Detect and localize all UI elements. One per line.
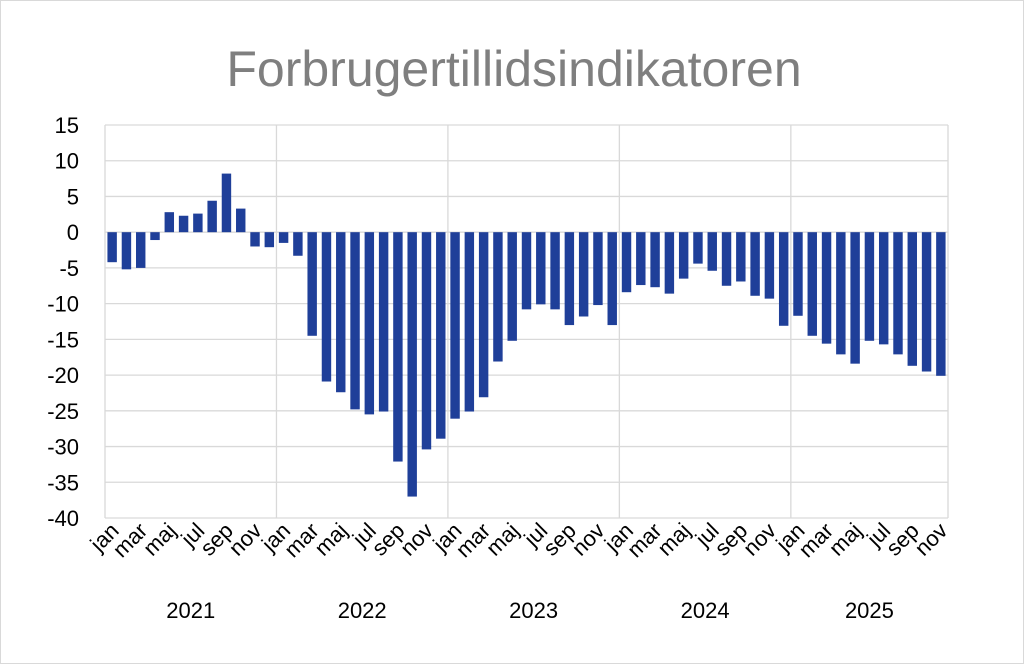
year-label: 2024 [681,598,730,623]
bar: okt 2022: -37 [407,232,417,497]
bar: sep 2025: -18.7 [907,232,917,366]
y-tick-label: 0 [67,220,79,245]
bar: feb 2025: -14.5 [807,232,817,336]
bar: mar 2023: -23.1 [478,232,489,398]
year-label: 2021 [166,598,215,623]
bar: apr 2025: -17.1 [836,232,846,355]
x-tick-label: maj [824,518,867,561]
bar: maj 2022: -22.4 [336,232,346,393]
bar: jul 2024: -5.4 [707,232,717,271]
year-label: 2023 [509,598,558,623]
y-tick-label: -35 [47,470,79,495]
y-tick-label: 15 [55,113,79,138]
bars-layer: jan 2021: -4.2 feb 2021: -5.2 mar 2021: -5… [107,173,946,497]
bar: mar 2022: -14.5 [307,232,317,336]
bar: jun 2022: -24.8 [350,232,360,410]
y-tick-label: -30 [47,435,79,460]
x-tick-label: maj [138,518,181,561]
bar: jul 2023: -10.1 [536,232,546,305]
bar: nov 2025: -20.1 [936,232,946,376]
bar: jan 2024: -8.4 [621,232,632,293]
bar: sep 2021: 8.2 [221,173,232,233]
bar: aug 2022: -25.1 [378,232,389,412]
bar: apr 2022: -20.9 [321,232,332,382]
bar: dec 2022: -28.9 [436,232,446,439]
bar: maj 2024: -6.5 [678,232,689,279]
bar: dec 2021: -2.1 [264,232,275,248]
bar: mar 2021: -5 [136,232,146,268]
bar: jun 2023: -10.8 [521,232,532,310]
y-tick-label: -40 [47,506,79,531]
bar: jun 2021: 2.3 [178,215,189,233]
year-label: 2022 [338,598,387,623]
bar: aug 2024: -7.5 [721,232,732,286]
bar: sep 2022: -32.1 [393,232,403,462]
y-tick-label: -10 [47,292,79,317]
bar: jul 2021: 2.6 [193,213,203,233]
bar: mar 2025: -15.6 [821,232,832,344]
x-tick-label: maj [481,518,524,561]
grid-layer [104,124,949,519]
bar: jul 2022: -25.5 [364,232,375,415]
y-tick-label: 5 [67,184,79,209]
x-tick-label: nov [910,518,953,561]
bar: dec 2024: -13.1 [778,232,789,326]
year-label: 2025 [845,598,894,623]
x-tick-label: maj [310,518,353,561]
y-tick-label: -25 [47,399,79,424]
bar: nov 2022: -30.4 [421,232,432,450]
bar: jan 2021: -4.2 [107,232,117,263]
bar: aug 2025: -17.1 [893,232,903,355]
bar: jan 2025: -11.7 [793,232,803,316]
bar: jan 2023: -26.1 [450,232,460,419]
bar: feb 2023: -25.1 [464,232,475,412]
bar: okt 2021: 3.3 [236,208,246,233]
bar: okt 2023: -11.8 [578,232,589,317]
chart-title: Forbrugertillidsindikatoren [226,41,801,97]
bar: jun 2025: -15.2 [864,232,875,341]
bar: maj 2021: 2.8 [164,212,175,233]
bar: nov 2023: -10.2 [593,232,603,306]
bar: mar 2024: -7.7 [650,232,660,288]
bar: apr 2021: -1.1 [150,232,160,241]
y-tick-label: -20 [47,363,79,388]
bar: aug 2021: 4.4 [207,200,217,233]
bar: feb 2024: -7.4 [636,232,646,286]
bar: okt 2024: -8.9 [750,232,760,296]
y-tick-label: 10 [55,149,79,174]
bar: nov 2024: -9.3 [764,232,775,299]
y-tick-label: -5 [59,256,79,281]
bar: aug 2023: -10.8 [550,232,560,310]
bar: jan 2022: -1.5 [278,232,289,243]
bar: sep 2024: -6.9 [736,232,746,282]
bar: apr 2024: -8.6 [664,232,675,294]
bar: maj 2023: -15.2 [507,232,517,341]
bar: dec 2023: -13 [607,232,617,326]
bar: jul 2025: -15.7 [878,232,889,345]
bar: feb 2021: -5.2 [121,232,132,270]
bar: apr 2023: -18.1 [493,232,503,362]
bar: sep 2023: -13 [564,232,575,326]
x-tick-label: maj [652,518,695,561]
bar: maj 2025: -18.4 [850,232,860,364]
bar: feb 2022: -3.3 [293,232,303,256]
bar: okt 2025: -19.5 [921,232,932,372]
y-tick-label: -15 [47,327,79,352]
bar: nov 2021: -2 [250,232,260,247]
bar: jun 2024: -4.4 [693,232,703,264]
